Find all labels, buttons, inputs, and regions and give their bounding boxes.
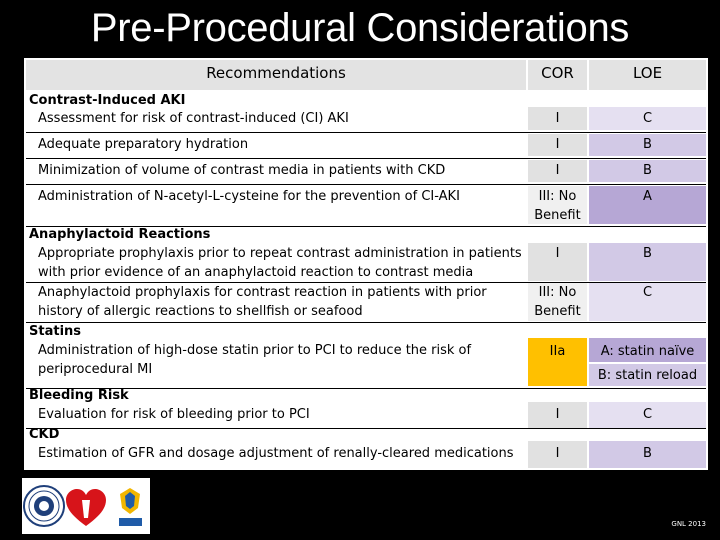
- cor-cell: [528, 107, 587, 130]
- recommendation-text: Evaluation for risk of bleeding prior to…: [38, 407, 310, 422]
- recommendation-text: periprocedural MI: [38, 362, 153, 377]
- recommendation-text: Anaphylactoid prophylaxis for contrast r…: [38, 285, 487, 300]
- cor-cell: [528, 402, 587, 428]
- row-separator: [26, 226, 706, 227]
- loe-value: C: [642, 111, 653, 126]
- recommendation-text: Administration of N-acetyl-L-cysteine fo…: [38, 189, 460, 204]
- row-separator: [26, 184, 706, 185]
- loe-cell: [589, 160, 706, 182]
- loe-value: C: [642, 407, 653, 422]
- recommendation-text: Administration of high-dose statin prior…: [38, 343, 472, 358]
- recommendation-text: Minimization of volume of contrast media…: [38, 163, 446, 178]
- header-bg-loe: [589, 60, 706, 90]
- header-recommendations: Recommendations: [206, 64, 346, 82]
- acc-seal-icon: [23, 485, 65, 527]
- cor-value: I: [555, 111, 560, 126]
- loe-value: B: [643, 246, 652, 261]
- logos-graphic: [23, 485, 142, 527]
- row-separator: [26, 428, 706, 429]
- loe-value: B: [643, 137, 652, 152]
- cor-value: III: No: [538, 189, 577, 204]
- cor-value: I: [555, 163, 560, 178]
- recommendation-text: with prior evidence of an anaphylactoid …: [38, 265, 474, 280]
- cor-cell: [528, 160, 587, 182]
- cor-cell: [528, 283, 587, 321]
- recommendation-text: Adequate preparatory hydration: [38, 137, 249, 152]
- section-ckd: CKD: [29, 427, 60, 442]
- loe-value: B: statin reload: [597, 368, 698, 383]
- recommendation-text: Appropriate prophylaxis prior to repeat …: [38, 246, 522, 261]
- cor-cell: [528, 441, 587, 468]
- cor-value: I: [555, 246, 560, 261]
- loe-cell: [589, 107, 706, 130]
- page-title: Pre-Procedural Considerations: [90, 6, 630, 50]
- section-statins: Statins: [29, 324, 82, 339]
- header-bg-cor: [528, 60, 587, 90]
- aha-heart-icon: [66, 489, 106, 526]
- section-bleeding-risk: Bleeding Risk: [29, 388, 129, 403]
- loe-cell: [589, 134, 706, 156]
- cor-cell: [528, 243, 587, 281]
- header-loe: LOE: [632, 64, 663, 82]
- section-anaphylactoid-reactions: Anaphylactoid Reactions: [29, 227, 211, 242]
- cor-value: I: [555, 407, 560, 422]
- row-separator: [26, 158, 706, 159]
- loe-cell: [589, 441, 706, 468]
- loe-cell: [589, 186, 706, 224]
- loe-value: A: [643, 189, 652, 204]
- header-bg-recommendations: [26, 60, 526, 90]
- cor-value: Benefit: [534, 304, 581, 319]
- row-separator: [26, 132, 706, 133]
- row-separator: [26, 282, 706, 283]
- loe-cell: [589, 364, 706, 386]
- row-separator: [26, 322, 706, 323]
- loe-cell: [589, 243, 706, 281]
- cor-cell: [528, 186, 587, 224]
- cor-cell: [528, 338, 587, 386]
- row-separator: [26, 388, 706, 389]
- cor-value: I: [555, 446, 560, 461]
- header-cor: COR: [541, 64, 574, 82]
- cor-value: IIa: [549, 344, 566, 359]
- loe-value: C: [642, 285, 653, 300]
- recommendation-text: Assessment for risk of contrast-induced …: [38, 111, 349, 126]
- cor-value: Benefit: [534, 208, 581, 223]
- loe-value: B: [643, 446, 652, 461]
- cor-value: III: No: [538, 285, 577, 300]
- recommendation-text: history of allergic reactions to shellfi…: [38, 304, 363, 319]
- loe-cell: [589, 402, 706, 428]
- footer-note: GNL 2013: [671, 520, 706, 528]
- cor-cell: [528, 134, 587, 156]
- cor-value: I: [555, 137, 560, 152]
- loe-cell: [589, 283, 706, 321]
- society-logos: [22, 478, 150, 534]
- loe-value: B: [643, 163, 652, 178]
- recommendation-text: Estimation of GFR and dosage adjustment …: [38, 446, 514, 461]
- recommendations-table: Recommendations COR LOE Contrast-Induced…: [24, 58, 708, 470]
- scai-logo-icon: [119, 488, 142, 526]
- section-contrast-induced-aki: Contrast-Induced AKI: [29, 93, 186, 108]
- loe-value: A: statin naïve: [600, 344, 695, 359]
- loe-cell: [589, 338, 706, 362]
